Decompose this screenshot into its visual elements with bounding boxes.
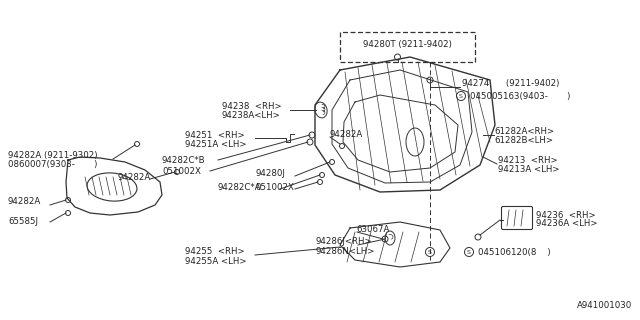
Text: 94236  <RH>: 94236 <RH> [536,211,596,220]
Text: 94251  <RH>: 94251 <RH> [185,131,244,140]
Text: 94213A <LH>: 94213A <LH> [498,164,559,173]
Text: 0860007(9303-       ): 0860007(9303- ) [8,159,97,169]
Text: 045005163(9403-       ): 045005163(9403- ) [470,92,570,100]
Text: A941001030: A941001030 [577,301,632,310]
Text: 94286N<LH>: 94286N<LH> [315,246,374,255]
Text: 94282C*A: 94282C*A [218,182,262,191]
Text: 045106120(8    ): 045106120(8 ) [478,247,550,257]
Text: 051002X: 051002X [255,182,294,191]
Text: 94255A <LH>: 94255A <LH> [185,257,246,266]
Text: 94282A (9211-9302): 94282A (9211-9302) [8,150,97,159]
Text: 94236A <LH>: 94236A <LH> [536,220,598,228]
Text: 94251A <LH>: 94251A <LH> [185,140,246,148]
Text: 61282B<LH>: 61282B<LH> [494,135,553,145]
Text: S: S [428,250,432,254]
Text: 94282A: 94282A [118,172,151,181]
Text: 61282A<RH>: 61282A<RH> [494,126,554,135]
Text: 94255  <RH>: 94255 <RH> [185,247,244,257]
Text: 94282C*B: 94282C*B [162,156,205,164]
Text: 94238A<LH>: 94238A<LH> [222,110,281,119]
Text: 94213  <RH>: 94213 <RH> [498,156,557,164]
Text: 94282A: 94282A [8,197,41,206]
Text: 94238  <RH>: 94238 <RH> [222,101,282,110]
Text: S: S [467,250,471,254]
Bar [340,32,475,62]
Text: 94274      (9211-9402): 94274 (9211-9402) [462,78,559,87]
Text: 94280T (9211-9402): 94280T (9211-9402) [363,39,452,49]
Text: 94282A: 94282A [330,130,364,139]
Text: 94280J: 94280J [255,169,285,178]
Text: 63067A: 63067A [356,226,389,235]
Text: 051002X: 051002X [162,166,201,175]
Text: 65585J: 65585J [8,217,38,226]
Text: S: S [459,93,463,99]
Text: 94286J<RH>: 94286J<RH> [315,237,372,246]
